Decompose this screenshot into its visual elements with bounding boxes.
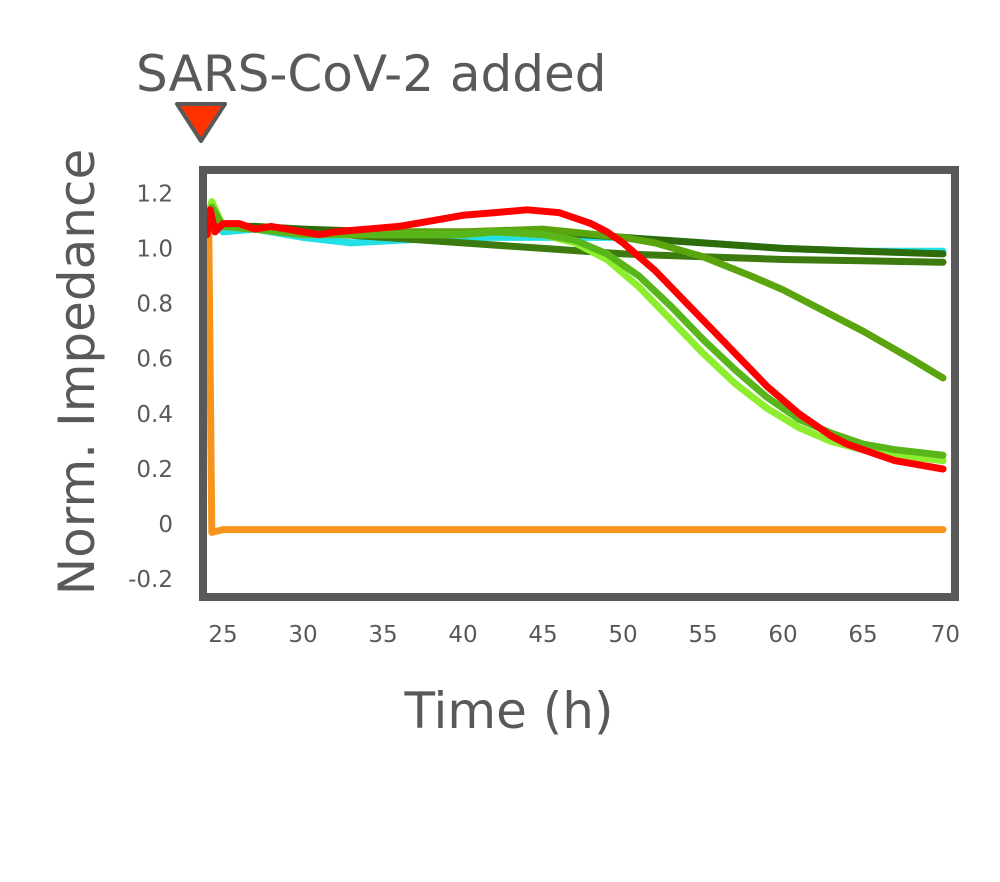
x-axis-title: Time (h): [404, 682, 614, 740]
series-line-7: [203, 209, 947, 536]
plot-frame: [199, 166, 959, 601]
x-tick-label: 25: [208, 622, 237, 648]
x-tick-label: 40: [448, 622, 477, 648]
x-tick-label: 45: [528, 622, 557, 648]
virus-added-marker-layer: [175, 102, 227, 143]
x-tick-label: 35: [368, 622, 397, 648]
x-tick-label: 70: [931, 622, 960, 648]
x-tick-label: 55: [688, 622, 717, 648]
y-tick-label: 0.8: [136, 292, 173, 318]
y-tick-label: 0: [158, 512, 173, 538]
y-tick-label: 0.4: [136, 402, 173, 428]
y-tick-label: 1.0: [136, 236, 173, 262]
y-axis-title: Norm. Impedance: [48, 149, 106, 595]
y-tick-labels: 1.2 1.0 0.8 0.6 0.4 0.2 0 -0.2: [128, 181, 173, 593]
x-tick-label: 30: [288, 622, 317, 648]
y-tick-label: 1.2: [136, 181, 173, 207]
virus-added-marker: [175, 102, 227, 143]
x-tick-labels: 25 30 35 40 45 50 55 60 65 70: [208, 622, 960, 648]
y-tick-label: 0.2: [136, 457, 173, 483]
series-layer: [203, 198, 947, 536]
x-tick-label: 50: [608, 622, 637, 648]
virus-added-annotation: SARS-CoV-2 added: [136, 45, 607, 103]
x-tick-label: 65: [848, 622, 877, 648]
series-line-8: [203, 206, 947, 473]
x-tick-label: 60: [768, 622, 797, 648]
y-tick-label: -0.2: [128, 567, 173, 593]
y-tick-label: 0.6: [136, 347, 173, 373]
